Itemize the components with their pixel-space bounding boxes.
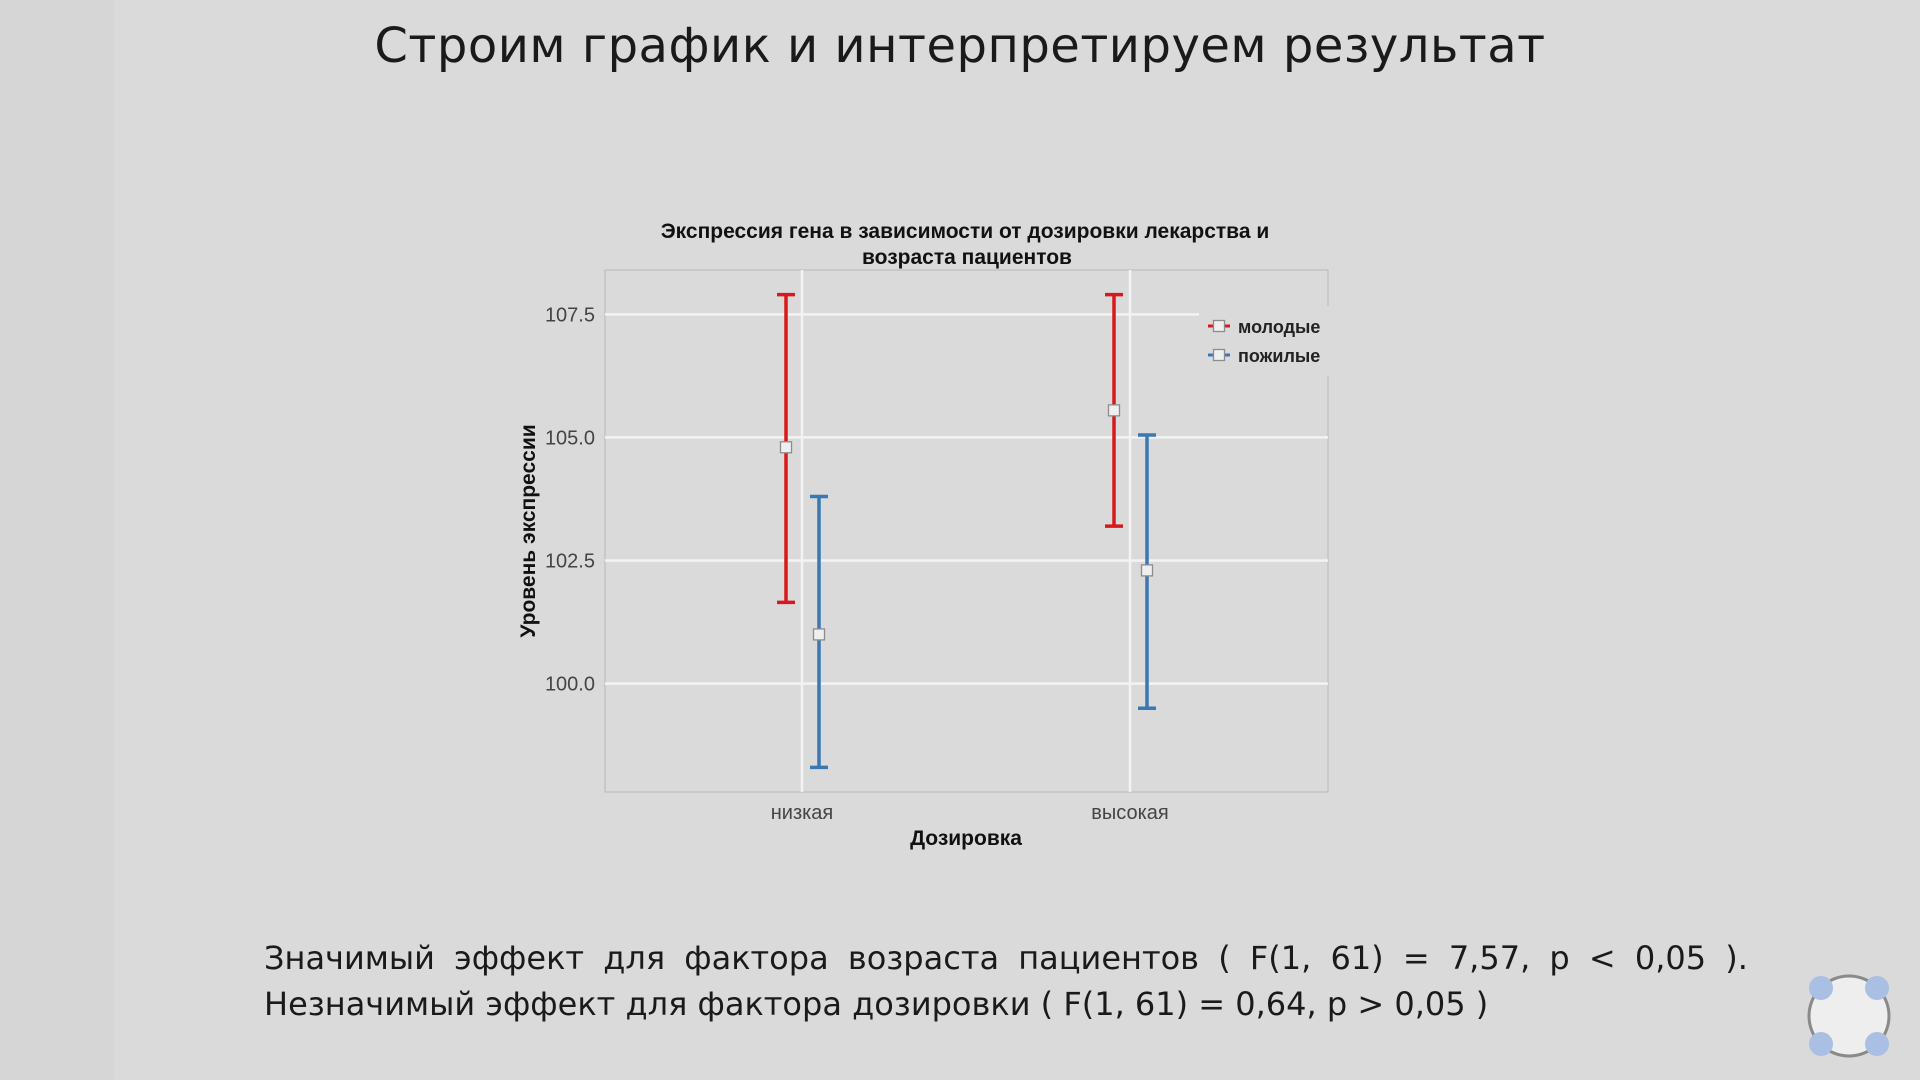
y-tick-label: 105.0 [545,427,595,449]
result-dose-effect: Незначимый эффект для фактора дозировки … [264,985,1489,1023]
legend-item: молодые [1208,317,1320,337]
result-age-effect: Значимый эффект для фактора возраста пац… [264,939,1748,977]
legend-item: пожилые [1208,346,1320,366]
grid-layer [605,270,1328,792]
mean-point [1140,564,1154,577]
x-tick-labels: низкая высокая [771,802,1169,824]
y-tick-label: 102.5 [545,551,595,573]
legend-key-marker [1212,348,1226,362]
fullscreen-control-icon[interactable] [1806,973,1892,1059]
chart-title: Экспрессия гена в зависимости от дозиров… [661,220,1270,243]
slide-left-margin [0,0,114,1080]
y-tick-label: 107.5 [545,304,595,326]
series-2 [810,433,1156,770]
legend-background [1199,306,1330,376]
mean-point [779,441,793,454]
legend-label: молодые [1238,317,1320,337]
y-axis-label: Уровень экспрессии [517,424,540,637]
x-tick-label: высокая [1091,802,1169,824]
mean-point [1107,404,1121,417]
legend-label: пожилые [1238,346,1320,366]
series-layer [777,292,1156,770]
series-1 [777,292,1123,605]
x-tick-label: низкая [771,802,834,824]
legend-key-marker [1212,319,1226,333]
legend: молодые пожилые [1199,306,1330,376]
y-tick-label: 100.0 [545,674,595,696]
y-tick-labels: 100.0 102.5 105.0 107.5 [545,304,595,695]
mean-point [812,628,826,641]
slide-title: Строим график и интерпретируем результат [374,18,1546,74]
chart-title-line-2: возраста пациентов [862,246,1072,269]
x-axis-label: Дозировка [910,827,1022,850]
results-text: Значимый эффект для фактора возраста пац… [264,935,1748,1027]
